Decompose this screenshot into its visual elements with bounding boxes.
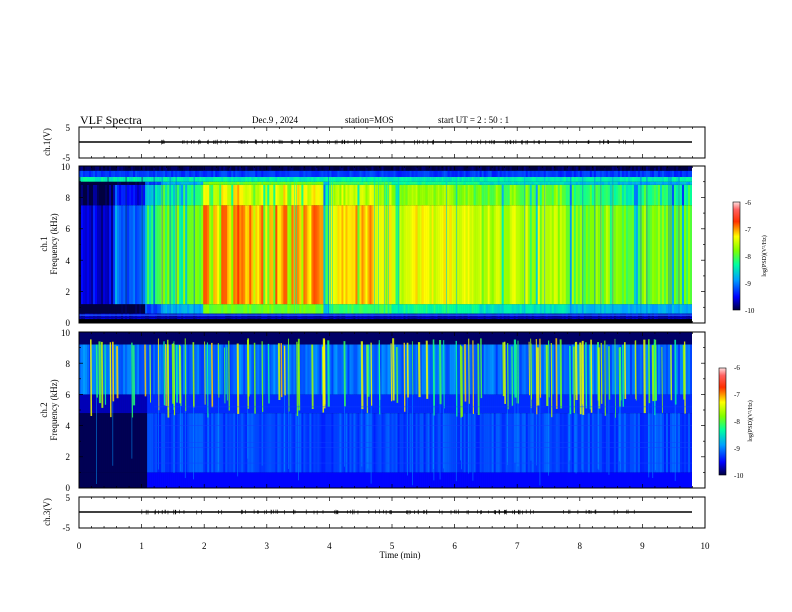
- ch2-spectrogram-image: [79, 332, 705, 488]
- ch1-voltage-ylabel: ch.1(V): [42, 128, 52, 156]
- ch1-colorbar-tick-7: -7: [745, 226, 751, 234]
- ch2-ytick-10: 10: [61, 328, 71, 338]
- ch2-colorbar-tick-7: -7: [734, 391, 740, 399]
- ch1-ytick-10: 10: [61, 162, 71, 172]
- ch3-voltage-ytick-bottom: -5: [63, 523, 71, 533]
- station-label: station=MOS: [345, 115, 394, 125]
- xtick-8: 8: [578, 541, 583, 551]
- xtick-3: 3: [265, 541, 270, 551]
- ch2-ytick-6: 6: [66, 390, 71, 400]
- ch3-voltage-ytick-top: 5: [66, 493, 71, 503]
- ch1-spectrogram-yticks: 0 2 4 6 8 10: [61, 162, 71, 328]
- ch1-ytick-0: 0: [66, 318, 71, 328]
- ch1-ytick-4: 4: [66, 256, 71, 266]
- x-axis-label: Time (min): [380, 550, 421, 560]
- ch1-colorbar-tick-10: -10: [745, 307, 755, 315]
- ch1-colorbar-tick-6: -6: [745, 199, 751, 207]
- xtick-4: 4: [327, 541, 332, 551]
- ch2-spectrogram-ylabel-channel: ch.2: [39, 402, 49, 417]
- ch2-spectrogram-ylabel-frequency: Frequency (kHz): [49, 379, 59, 440]
- ch2-spectrogram-panel: 0 2 4 6 8 10 ch.2 Frequency (kHz) -6 -7 …: [39, 328, 754, 493]
- ch2-colorbar-tick-8: -8: [734, 418, 740, 426]
- xtick-6: 6: [452, 541, 457, 551]
- ch3-voltage-noise: [141, 509, 635, 515]
- xtick-2: 2: [202, 541, 207, 551]
- ch1-ytick-2: 2: [66, 287, 71, 297]
- ch2-colorbar-tick-6: -6: [734, 364, 740, 372]
- ch2-ytick-0: 0: [66, 483, 71, 493]
- ch1-voltage-noise: [148, 139, 634, 145]
- xtick-0: 0: [77, 541, 82, 551]
- ch1-spectrogram-ylabel-frequency: Frequency (kHz): [49, 213, 59, 274]
- time-axis-ticks: [78, 127, 706, 528]
- ch2-colorbar-tick-10: -10: [734, 472, 744, 480]
- xtick-1: 1: [139, 541, 144, 551]
- plot-title: VLF Spectra: [80, 113, 142, 127]
- ch1-ytick-8: 8: [66, 193, 71, 203]
- time-axis-labels: 0 1 2 3 4 5 6 7 8 9 10 Time (min): [77, 541, 710, 560]
- start-time-label: start UT = 2 : 50 : 1: [438, 115, 510, 125]
- ch3-voltage-ylabel: ch.3(V): [42, 498, 52, 526]
- ch1-colorbar-tick-8: -8: [745, 253, 751, 261]
- xtick-9: 9: [640, 541, 645, 551]
- xtick-5: 5: [390, 541, 395, 551]
- ch1-colorbar: [732, 201, 741, 311]
- ch2-ytick-4: 4: [66, 421, 71, 431]
- ch1-spectrogram-ylabel-channel: ch.1: [39, 236, 49, 251]
- ch1-colorbar-label: log(PSD)(V²/Hz): [761, 235, 768, 276]
- ch1-spectrogram-panel: 0 2 4 6 8 10 ch.1 Frequency (kHz) -6 -7 …: [39, 162, 768, 328]
- ch2-colorbar-tick-9: -9: [734, 445, 740, 453]
- ch3-voltage-panel: 5 -5 ch.3(V): [42, 493, 706, 533]
- ch2-ytick-2: 2: [66, 452, 71, 462]
- ch1-ytick-6: 6: [66, 224, 71, 234]
- ch2-colorbar: [718, 367, 727, 476]
- ch2-ytick-8: 8: [66, 359, 71, 369]
- xtick-7: 7: [515, 541, 520, 551]
- xtick-10: 10: [701, 541, 711, 551]
- ch1-colorbar-tick-9: -9: [745, 280, 751, 288]
- ch2-colorbar-label: log(PSD)(V²/Hz): [747, 400, 754, 441]
- ch1-spectrogram-image: [79, 166, 705, 323]
- ch1-voltage-ytick-top: 5: [66, 123, 71, 133]
- ch1-voltage-ytick-bottom: -5: [63, 153, 71, 163]
- date-label: Dec.9 , 2024: [252, 115, 298, 125]
- ch2-spectrogram-yticks: 0 2 4 6 8 10: [61, 328, 71, 493]
